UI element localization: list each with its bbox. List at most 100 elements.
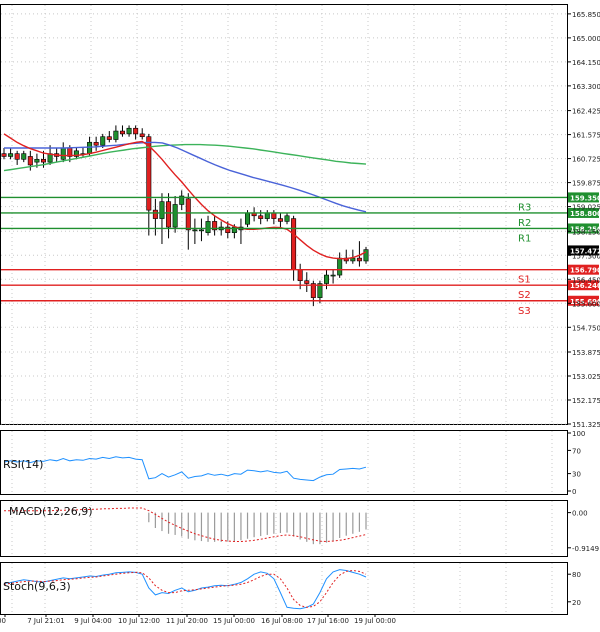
candle-bullish bbox=[192, 229, 198, 232]
price-tick-label: 153.875 bbox=[572, 349, 600, 357]
candle-bearish bbox=[271, 212, 277, 219]
price-tick-label: 153.025 bbox=[572, 373, 600, 381]
candle-bullish bbox=[179, 195, 185, 205]
candle-bearish bbox=[40, 158, 46, 163]
panel-frame-macd bbox=[0, 500, 568, 557]
price-tick-label: 155.600 bbox=[572, 300, 600, 308]
level-tag-value: 159.350 bbox=[570, 194, 600, 202]
price-tick-label: 158.150 bbox=[572, 228, 600, 236]
level-tag-value: 156.790 bbox=[570, 267, 600, 275]
moving-average-green bbox=[3, 143, 367, 172]
price-tick-label: 151.325 bbox=[572, 421, 600, 429]
level-tag-value: 158.250 bbox=[570, 225, 600, 233]
price-tick-label: 152.175 bbox=[572, 397, 600, 405]
time-tick-label: 17 Jul 16:00 bbox=[307, 617, 349, 625]
price-tick-label: 154.750 bbox=[572, 324, 600, 332]
candle-bearish bbox=[356, 257, 362, 262]
stoch-tick-label: 80 bbox=[572, 571, 581, 579]
candle-bearish bbox=[152, 209, 158, 219]
price-tick-label: 162.425 bbox=[572, 108, 600, 116]
macd-tick-label: 0.00 bbox=[572, 510, 588, 518]
candle-bearish bbox=[133, 127, 139, 135]
time-tick-label: 11 Jul 20:00 bbox=[166, 617, 208, 625]
level-name-s2: S2 bbox=[518, 290, 531, 301]
time-tick-label: 15 Jul 00:00 bbox=[213, 617, 255, 625]
stoch-k-line bbox=[3, 569, 367, 610]
candle-bullish bbox=[284, 215, 290, 222]
price-tick-label: 156.450 bbox=[572, 276, 600, 284]
current-price-label: 157.472 bbox=[570, 247, 600, 255]
candle-bearish bbox=[119, 130, 125, 135]
candle-bullish bbox=[34, 158, 40, 163]
rsi-line bbox=[3, 456, 367, 482]
macd-signal-line bbox=[4, 507, 367, 543]
panel-frame-rsi bbox=[0, 430, 568, 495]
candle-bearish bbox=[258, 215, 264, 219]
candle-bullish bbox=[324, 274, 330, 284]
candle-bullish bbox=[159, 201, 165, 219]
series-layer bbox=[1, 125, 369, 610]
panel-frame-main bbox=[0, 4, 568, 425]
candle-bullish bbox=[337, 257, 343, 276]
level-name-r2: R2 bbox=[518, 218, 531, 229]
level-tag-s3 bbox=[568, 295, 599, 306]
candle-bearish bbox=[106, 136, 112, 140]
candle-bullish bbox=[363, 249, 369, 262]
candle-bearish bbox=[212, 221, 218, 231]
time-tick-label: 10 Jul 12:00 bbox=[118, 617, 160, 625]
price-tick-label: 157.300 bbox=[572, 252, 600, 260]
axis-layer: 165.850 165.000 164.150 163.300 162.425 161.5… bbox=[0, 11, 600, 625]
level-tag-s2 bbox=[568, 280, 599, 291]
price-tick-label: 161.575 bbox=[572, 132, 600, 140]
candle-bullish bbox=[198, 229, 204, 232]
candle-bullish bbox=[172, 204, 178, 228]
candle-bearish bbox=[14, 153, 20, 160]
rsi-tick-label: 0 bbox=[572, 488, 576, 496]
price-tick-label: 165.850 bbox=[572, 11, 600, 19]
candle-bearish bbox=[297, 269, 303, 282]
price-tick-label: 159.025 bbox=[572, 204, 600, 212]
candle-bullish bbox=[330, 274, 336, 277]
level-tag-r1 bbox=[568, 223, 599, 234]
candle-bearish bbox=[304, 280, 310, 284]
price-tick-label: 165.000 bbox=[572, 35, 600, 43]
candle-bearish bbox=[185, 198, 191, 231]
macd-tick-label: -0.9149 bbox=[572, 545, 599, 553]
candle-bullish bbox=[73, 150, 79, 157]
candle-bullish bbox=[113, 130, 119, 140]
rsi-tick-label: 100 bbox=[572, 430, 585, 438]
candle-bearish bbox=[291, 218, 297, 270]
level-tag-r3 bbox=[568, 192, 599, 203]
candle-bearish bbox=[310, 283, 316, 298]
candle-bullish bbox=[205, 221, 211, 234]
price-tick-label: 160.725 bbox=[572, 156, 600, 164]
grid-layer bbox=[0, 4, 568, 615]
level-tag-r2 bbox=[568, 207, 599, 218]
candle-bearish bbox=[225, 226, 231, 234]
moving-average-red bbox=[3, 133, 367, 260]
panel-frame-stoch bbox=[0, 562, 568, 615]
level-name-s1: S1 bbox=[518, 275, 531, 286]
candle-bullish bbox=[87, 142, 93, 154]
candle-bearish bbox=[139, 133, 145, 138]
level-tag-value: 155.690 bbox=[570, 298, 600, 306]
candle-bullish bbox=[245, 212, 251, 225]
level-tag-value: 156.240 bbox=[570, 282, 600, 290]
level-name-r3: R3 bbox=[518, 202, 531, 213]
time-tick-label: 9 Jul 04:00 bbox=[74, 617, 112, 625]
level-name-s3: S3 bbox=[518, 306, 531, 317]
time-tick-label: 8 Jul 16:00 bbox=[0, 617, 6, 625]
rsi-tick-label: 70 bbox=[572, 447, 581, 455]
candle-bearish bbox=[166, 201, 172, 228]
candle-bullish bbox=[126, 127, 132, 135]
time-tick-label: 16 Jul 08:00 bbox=[261, 617, 303, 625]
overlay-layer: 159.350 R3 158.800 R2 158.250 R1 156.790 S1 156.… bbox=[1, 192, 600, 317]
time-tick-label: 19 Jul 00:00 bbox=[354, 617, 396, 625]
moving-average-blue bbox=[4, 141, 367, 213]
candle-bearish bbox=[93, 142, 99, 146]
macd-title: MACD(12,26,9) bbox=[9, 505, 93, 518]
price-tick-label: 159.875 bbox=[572, 180, 600, 188]
candle-bullish bbox=[100, 136, 106, 146]
candle-bullish bbox=[60, 147, 66, 160]
